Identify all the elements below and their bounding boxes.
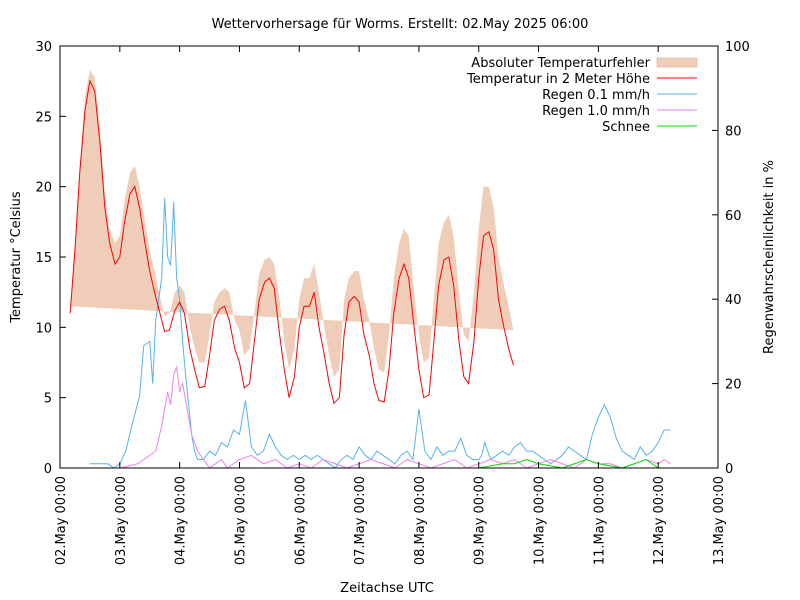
x-tick-label: 05.May 00:00 [233,476,248,565]
x-tick-label: 07.May 00:00 [353,476,368,565]
x-tick-label: 03.May 00:00 [114,476,129,565]
y2-tick-label: 100 [725,40,750,55]
y2-tick-label: 40 [725,293,742,308]
y2-tick-label: 80 [725,124,742,139]
y-axis-label: Temperatur °Celsius [9,191,24,324]
x-tick-label: 02.May 00:00 [54,476,69,565]
y-tick-label: 0 [44,462,52,477]
y2-axis-label: Regenwahrscheinlichkeit in % [762,160,777,354]
legend-label: Schnee [602,120,650,135]
temperature-line [69,79,514,405]
y-tick-label: 15 [35,251,52,266]
x-tick-label: 12.May 00:00 [652,476,667,565]
snow-line [478,459,659,469]
right-axis-ticks: 0 20 40 60 80 100 [712,40,750,477]
legend-label: Absoluter Temperaturfehler [471,56,650,71]
legend-label: Regen 1.0 mm/h [542,104,650,119]
y2-tick-label: 60 [725,209,742,224]
x-axis-ticks: 02.May 00:00 03.May 00:00 04.May 00:00 05.M… [54,46,727,565]
x-tick-label: 11.May 00:00 [592,476,607,565]
x-axis-label: Zeitachse UTC [340,581,434,596]
legend-label: Regen 0.1 mm/h [542,88,650,103]
x-tick-label: 09.May 00:00 [473,476,488,565]
rain-01-line [89,197,671,469]
x-tick-label: 13.May 00:00 [712,476,727,565]
y-tick-label: 25 [35,110,52,125]
x-tick-label: 10.May 00:00 [533,476,548,565]
x-tick-label: 08.May 00:00 [413,476,428,565]
legend-swatch-band [656,57,698,68]
series-lines-layer [69,79,671,469]
temperature-error-band [70,69,514,377]
y-tick-label: 10 [35,321,52,336]
y2-tick-label: 0 [725,462,733,477]
temperature-error-band-layer [70,69,514,377]
x-tick-label: 04.May 00:00 [174,476,189,565]
x-tick-label: 06.May 00:00 [293,476,308,565]
y-tick-label: 30 [35,40,52,55]
legend-label: Temperatur in 2 Meter Höhe [466,72,650,87]
y-tick-label: 20 [35,181,52,196]
chart-title: Wettervorhersage für Worms. Erstellt: 02… [212,17,589,32]
left-axis-ticks: 0 5 10 15 20 25 30 [35,40,66,477]
y-tick-label: 5 [44,392,52,407]
plot-area [69,69,671,469]
y2-tick-label: 20 [725,378,742,393]
